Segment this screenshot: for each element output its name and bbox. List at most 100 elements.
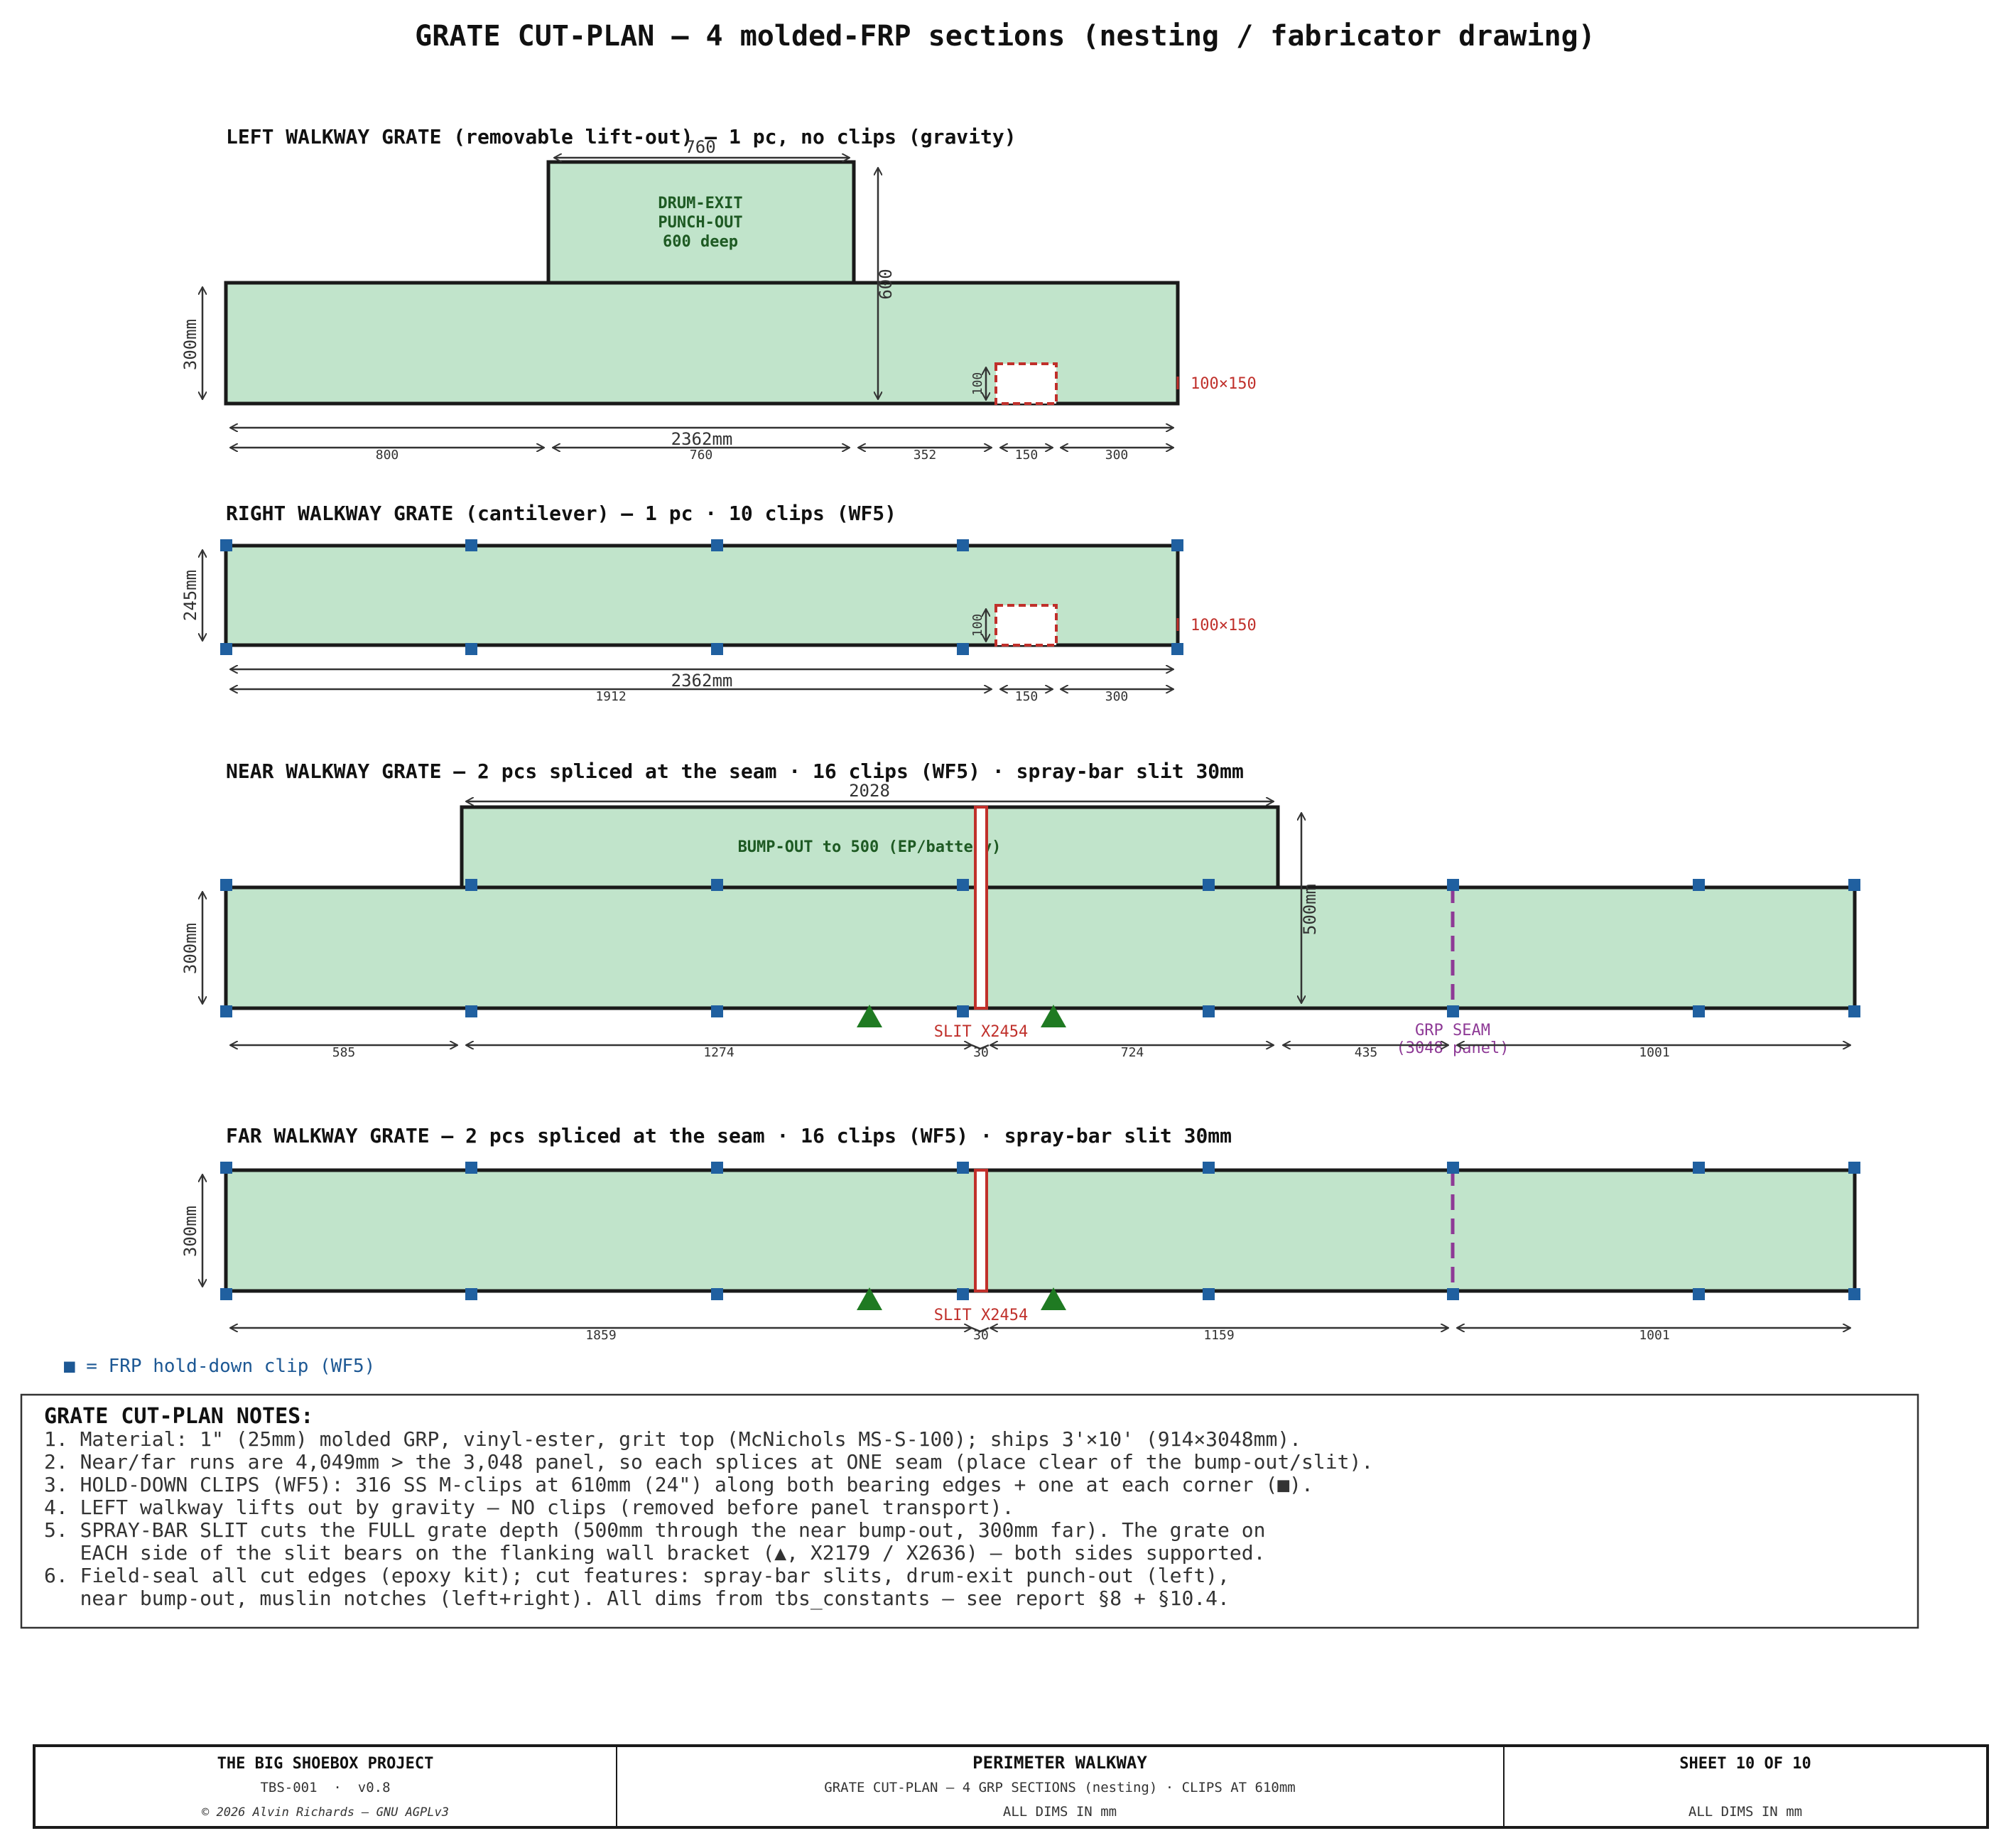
left-seg-2: 760 xyxy=(690,448,713,463)
support-bracket-icon xyxy=(1041,1005,1066,1027)
clip-icon xyxy=(465,1005,477,1017)
clip-icon xyxy=(711,1005,723,1017)
clip-icon xyxy=(957,1162,969,1174)
left-notch-label: 100×150 xyxy=(1191,375,1257,393)
clip-icon xyxy=(220,1162,232,1174)
project-name: THE BIG SHOEBOX PROJECT xyxy=(217,1755,434,1773)
left-walkway-section: LEFT WALKWAY GRATE (removable lift-out) … xyxy=(180,125,1257,463)
title-block: THE BIG SHOEBOX PROJECT TBS-001 · v0.8 ©… xyxy=(33,1744,1989,1829)
clip-icon xyxy=(465,879,477,891)
clip-icon xyxy=(1203,1288,1215,1300)
note-line-1: 1. Material: 1" (25mm) molded GRP, vinyl… xyxy=(44,1427,1301,1451)
near-seg-1: 585 xyxy=(332,1045,356,1060)
note-line-7: 6. Field-seal all cut edges (epoxy kit);… xyxy=(44,1564,1230,1587)
near-height-dim: 300mm xyxy=(180,923,200,974)
far-seg-1: 1859 xyxy=(585,1328,616,1343)
note-line-6: EACH side of the slit bears on the flank… xyxy=(44,1541,1265,1565)
clip-icon xyxy=(1693,1162,1705,1174)
near-seam-label-1: GRP SEAM xyxy=(1415,1022,1490,1039)
support-bracket-icon xyxy=(1041,1287,1066,1310)
note-line-5: 5. SPRAY-BAR SLIT cuts the FULL grate de… xyxy=(44,1518,1265,1542)
right-section-title: RIGHT WALKWAY GRATE (cantilever) — 1 pc … xyxy=(226,502,896,525)
units-center: ALL DIMS IN mm xyxy=(1003,1804,1117,1820)
punchout-label-2: PUNCH-OUT xyxy=(658,214,742,232)
clip-icon xyxy=(220,879,232,891)
clip-legend: ■ = FRP hold-down clip (WF5) xyxy=(64,1356,375,1377)
drawing-title: GRATE CUT-PLAN — 4 molded-FRP sections (… xyxy=(415,20,1595,53)
note-line-4: 4. LEFT walkway lifts out by gravity — N… xyxy=(44,1496,1014,1519)
right-seg-3: 300 xyxy=(1105,689,1129,704)
clip-icon xyxy=(220,643,232,655)
left-height-dim: 300mm xyxy=(180,319,200,370)
clip-icon xyxy=(1171,643,1183,655)
right-notch-label: 100×150 xyxy=(1191,617,1257,634)
bumpout-label: BUMP-OUT to 500 (EP/battery) xyxy=(738,838,1002,856)
near-top-dim: 2028 xyxy=(849,781,890,801)
near-seg-6: 1001 xyxy=(1639,1045,1669,1060)
clip-icon xyxy=(711,1288,723,1300)
clip-icon xyxy=(465,1288,477,1300)
near-seam-label-2: (3048 panel) xyxy=(1397,1039,1509,1057)
far-grate-plate xyxy=(224,1168,1857,1293)
right-height-dim: 245mm xyxy=(180,570,200,621)
left-seg-1: 800 xyxy=(376,448,399,463)
near-slit-label: SLIT X2454 xyxy=(934,1023,1028,1041)
near-seg-2: 1274 xyxy=(703,1045,734,1060)
clip-icon xyxy=(957,643,969,655)
doc-id: TBS-001 · v0.8 xyxy=(260,1780,390,1795)
far-slit-label: SLIT X2454 xyxy=(934,1307,1028,1324)
clip-icon xyxy=(1447,1005,1459,1017)
near-seg-4: 724 xyxy=(1121,1045,1144,1060)
clip-icon xyxy=(220,1005,232,1017)
left-top-dim: 760 xyxy=(685,137,715,157)
far-seg-2: 30 xyxy=(973,1328,989,1343)
notes-box xyxy=(20,1393,1919,1629)
left-seg-3: 352 xyxy=(914,448,937,463)
clip-icon xyxy=(957,539,969,551)
notes-heading: GRATE CUT-PLAN NOTES: xyxy=(44,1404,313,1429)
left-notch-height-dim: 100 xyxy=(970,372,985,396)
near-clips xyxy=(220,879,1860,1017)
punchout-label-3: 600 deep xyxy=(663,233,738,251)
near-seg-3: 30 xyxy=(973,1045,989,1060)
drum-exit-punchout xyxy=(546,160,856,285)
right-clips xyxy=(220,539,1183,655)
clip-icon xyxy=(711,879,723,891)
note-line-2: 2. Near/far runs are 4,049mm > the 3,048… xyxy=(44,1450,1373,1474)
right-muslin-notch xyxy=(994,604,1058,647)
clip-icon xyxy=(1693,1005,1705,1017)
notes-panel: GRATE CUT-PLAN NOTES: 1. Material: 1" (2… xyxy=(20,1393,1919,1629)
near-walkway-section: NEAR WALKWAY GRATE — 2 pcs spliced at th… xyxy=(180,760,1860,1060)
far-walkway-section: FAR WALKWAY GRATE — 2 pcs spliced at the… xyxy=(180,1124,1860,1343)
far-spray-bar-slit xyxy=(974,1169,988,1292)
clip-icon xyxy=(465,1162,477,1174)
clip-icon xyxy=(465,539,477,551)
clip-icon xyxy=(1171,539,1183,551)
right-walkway-section: RIGHT WALKWAY GRATE (cantilever) — 1 pc … xyxy=(180,502,1257,704)
left-muslin-notch xyxy=(994,362,1058,405)
title-block-frame xyxy=(33,1744,1989,1829)
clip-icon xyxy=(1848,1005,1860,1017)
note-line-8: near bump-out, muslin notches (left+righ… xyxy=(44,1587,1230,1611)
clip-icon xyxy=(1203,879,1215,891)
sheet-number: SHEET 10 OF 10 xyxy=(1679,1755,1811,1773)
left-depth-dim: 600 xyxy=(876,269,896,299)
far-height-dim: 300mm xyxy=(180,1206,200,1257)
clip-icon xyxy=(1203,1162,1215,1174)
support-bracket-icon xyxy=(857,1005,882,1027)
right-seg-2: 150 xyxy=(1015,689,1039,704)
right-seg-1: 1912 xyxy=(595,689,626,704)
clip-icon xyxy=(711,643,723,655)
copyright: © 2026 Alvin Richards — GNU AGPLv3 xyxy=(202,1805,449,1820)
left-seg-4: 150 xyxy=(1015,448,1039,463)
clip-icon xyxy=(1447,879,1459,891)
far-seg-3: 1159 xyxy=(1203,1328,1234,1343)
far-seg-4: 1001 xyxy=(1639,1328,1669,1343)
sheet-title: PERIMETER WALKWAY xyxy=(972,1753,1147,1773)
near-seg-5: 435 xyxy=(1355,1045,1378,1060)
far-clips xyxy=(220,1162,1860,1300)
clip-icon xyxy=(1447,1162,1459,1174)
left-total-dim: 2362mm xyxy=(671,429,733,449)
note-line-3: 3. HOLD-DOWN CLIPS (WF5): 316 SS M-clips… xyxy=(44,1473,1313,1496)
